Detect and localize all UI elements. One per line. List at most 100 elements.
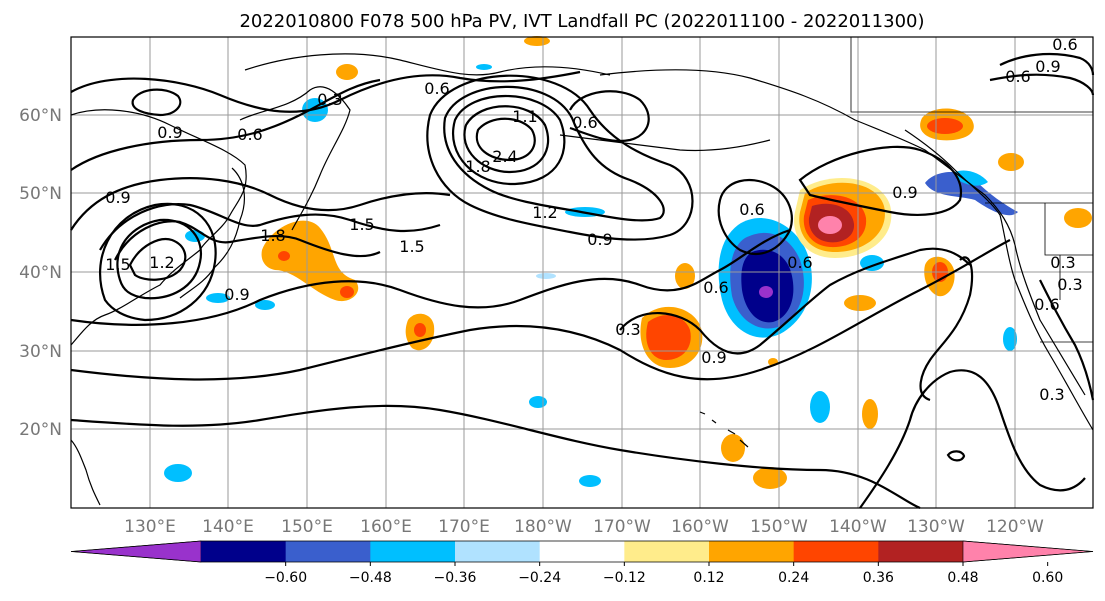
colorbar-segment (539, 541, 625, 562)
pv-contours (70, 52, 1095, 510)
contour-label: 0.6 (703, 278, 728, 297)
negative-anomaly-150e-s (579, 475, 601, 487)
contour-label: 0.9 (587, 230, 612, 249)
contour-1.2-west (99, 203, 441, 251)
contour-0.6-east (569, 90, 650, 143)
japan-coast (179, 167, 246, 299)
contour-1.5-core (452, 94, 566, 186)
contour-label: 0.6 (1034, 295, 1059, 314)
colorbar-tick-label: 0.24 (778, 570, 809, 586)
contour-label: 0.6 (787, 253, 812, 272)
contour-0.6-bc (798, 145, 963, 216)
contour-0.3-east (919, 256, 974, 402)
contour-label: 0.3 (317, 90, 342, 109)
contour-0.9-far-north (999, 52, 1095, 76)
lon-label-140e: 140°E (202, 517, 254, 537)
contour-0.6-small-ring (131, 88, 182, 117)
aleutian-chain (559, 134, 771, 152)
negative-anomaly-japan-s (206, 293, 230, 303)
contour-label: 0.9 (224, 285, 249, 304)
positive-anomaly-west (1064, 208, 1092, 228)
contour-0.6-north (70, 78, 381, 171)
contour-label: 1.1 (512, 107, 537, 126)
lon-label-140w: 140°W (829, 517, 887, 537)
lat-label-50n: 50°N (19, 184, 62, 204)
colorbar-tick-label: 0.12 (693, 570, 724, 586)
positive-anomaly-155w-s (753, 467, 787, 489)
contour-label: 1.5 (349, 215, 374, 234)
negative-anomaly-145w-s (810, 391, 830, 423)
colorbar-segment (709, 541, 795, 562)
contour-label: 1.5 (105, 255, 130, 274)
contour-labels: 0.6 0.3 0.9 0.6 1.1 2.4 0.6 0.9 1.8 1.2 … (105, 35, 1082, 404)
lon-label-130w: 130°W (907, 517, 965, 537)
contour-0.3-mid (70, 239, 1011, 381)
contour-0.9-mid (619, 247, 971, 355)
contour-label: 2.4 (492, 147, 517, 166)
map-frame (70, 36, 1094, 509)
contour-label: 0.9 (105, 188, 130, 207)
positive-anomaly-hawaii (721, 434, 745, 462)
colorbar-segment (201, 541, 287, 562)
lat-label-60n: 60°N (19, 106, 62, 126)
colorbar-outline (70, 540, 1094, 563)
negative-anomaly-135w (860, 255, 884, 271)
colorbar-tick-label: 0.36 (863, 570, 894, 586)
contour-label: 0.6 (1005, 67, 1030, 86)
positive-anomaly-pink-140w (818, 216, 842, 234)
colorbar-segment (793, 541, 879, 562)
contour-label: 0.6 (237, 125, 262, 144)
colorbar-tick-label: −0.12 (603, 570, 646, 586)
longitude-labels: 130°E 140°E 150°E 160°E 170°E 180°W 170°… (124, 517, 1044, 537)
lat-label-30n: 30°N (19, 342, 62, 362)
contour-1.5-west (114, 220, 381, 261)
negative-anomaly-140e (255, 300, 275, 310)
contour-0.9-west (70, 177, 451, 231)
contour-0.3-small-ring (946, 450, 966, 462)
siberia-coast (244, 53, 611, 76)
positive-anomaly-165w (675, 263, 695, 289)
colorbar-tick-label: 0.48 (947, 570, 978, 586)
lon-label-130e: 130°E (124, 517, 176, 537)
contour-label: 0.6 (424, 79, 449, 98)
positive-anomaly-red-150e (340, 286, 354, 298)
latitude-labels: 60°N 50°N 40°N 30°N 20°N (19, 106, 62, 440)
contour-1.5-west-b (116, 218, 203, 300)
contour-1.2-core (443, 85, 665, 222)
contour-2.4-core (475, 117, 536, 162)
positive-anomaly-red-160w (646, 315, 691, 360)
borders (850, 37, 1093, 343)
negative-anomaly-core (741, 249, 794, 323)
lon-label-180w: 180°W (514, 517, 572, 537)
contour-label: 1.8 (465, 157, 490, 176)
gridlines (71, 37, 1093, 508)
contour-label: 0.3 (1050, 253, 1075, 272)
contour-label: 1.8 (260, 226, 285, 245)
positive-anomaly-aleut (336, 64, 358, 80)
negative-anomaly-165e-s (164, 464, 192, 482)
positive-anomaly-140w-s (862, 399, 878, 429)
contour-1.8-core (463, 105, 550, 174)
figure-title: 2022010800 F078 500 hPa PV, IVT Landfall… (239, 11, 924, 32)
colorbar-min-extension (70, 540, 202, 563)
contour-0.6-mid (70, 228, 791, 326)
contour-label: 0.9 (701, 348, 726, 367)
contour-label: 0.9 (157, 123, 182, 142)
contour-0.6-far-north (989, 73, 1095, 96)
positive-anomaly-red-150e-b (278, 251, 290, 261)
positive-anomaly-red-canada (927, 118, 963, 134)
negative-anomaly-peak (759, 286, 773, 298)
north-america-coast (904, 129, 1094, 431)
canada-us-border (850, 37, 1093, 113)
contour-label: 0.6 (572, 113, 597, 132)
colorbar-segment (370, 541, 456, 562)
contour-label: 0.9 (1035, 57, 1060, 76)
contour-label: 0.9 (892, 183, 917, 202)
lat-label-20n: 20°N (19, 420, 62, 440)
state-lines (1044, 203, 1093, 300)
positive-anomaly-red-155e (414, 323, 426, 337)
colorbar-tick-label: −0.36 (434, 570, 477, 586)
lon-label-160w: 160°W (671, 517, 729, 537)
asia-coast (70, 109, 247, 346)
